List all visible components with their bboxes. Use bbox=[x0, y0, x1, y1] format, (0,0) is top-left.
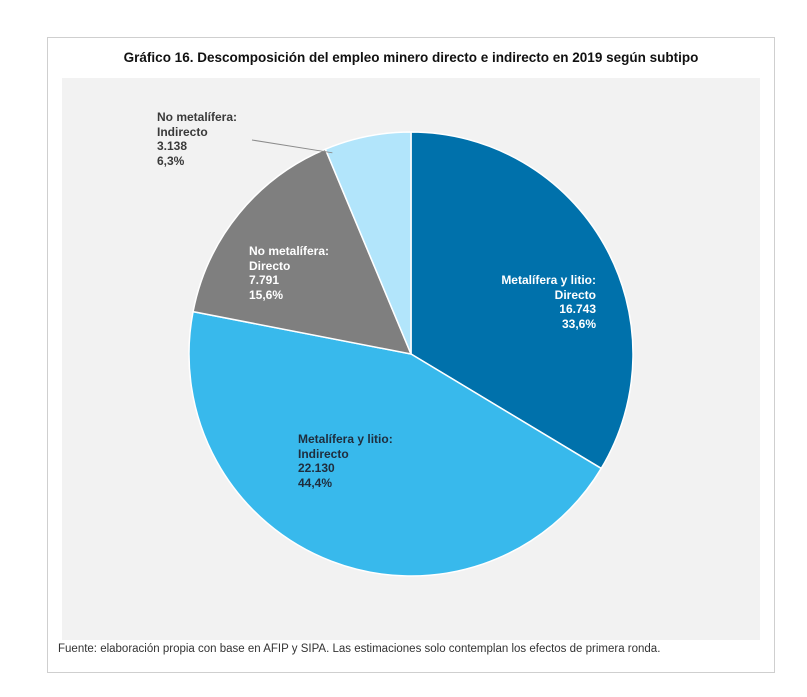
name-line-1: No metalífera: bbox=[157, 110, 238, 124]
name-line-2: Indirecto bbox=[298, 446, 349, 461]
percent-label: 44,4% bbox=[298, 475, 333, 490]
slice-label-2: No metalífera: Directo 7.791 15,6% bbox=[249, 244, 329, 302]
pie-slice-2 bbox=[192, 148, 413, 356]
percent-label: 33,6% bbox=[561, 316, 596, 331]
name-line-1: Metalífera y litio: bbox=[298, 432, 393, 446]
name-line-2: Directo bbox=[554, 287, 596, 302]
slice-label-0: Metalífera y litio: Directo 16.743 33,6% bbox=[501, 273, 596, 331]
leader-line bbox=[251, 139, 333, 154]
slice-label-3: No metalífera: Indirecto 3.138 6,3% bbox=[157, 110, 237, 168]
name-line-2: Indirecto bbox=[157, 124, 208, 139]
value-label: 16.743 bbox=[559, 302, 596, 316]
source-note: Fuente: elaboración propia con base en A… bbox=[58, 643, 661, 655]
value-label: 3.138 bbox=[157, 139, 188, 153]
percent-label: 6,3% bbox=[157, 153, 185, 168]
name-line-1: No metalífera: bbox=[249, 244, 330, 258]
slice-label-1: Metalífera y litio: Indirecto 22.130 44,4% bbox=[298, 432, 393, 490]
name-line-2: Directo bbox=[249, 258, 291, 273]
name-line-1: Metalífera y litio: bbox=[501, 273, 596, 287]
value-label: 22.130 bbox=[298, 461, 335, 475]
percent-label: 15,6% bbox=[249, 287, 284, 302]
pie-slice-0 bbox=[410, 131, 634, 470]
pie-slice-1 bbox=[188, 310, 603, 577]
value-label: 7.791 bbox=[249, 273, 280, 287]
chart-title: Gráfico 16. Descomposición del empleo mi… bbox=[123, 50, 699, 65]
pie-slice-3 bbox=[324, 131, 412, 355]
